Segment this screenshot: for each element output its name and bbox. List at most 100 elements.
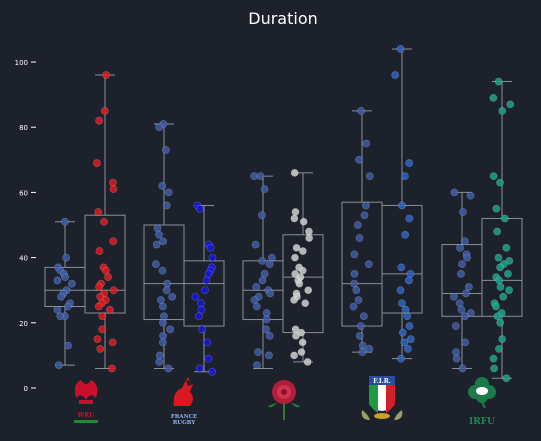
data-point <box>401 172 409 180</box>
data-point <box>457 305 466 314</box>
data-point <box>401 230 410 239</box>
rooster-icon <box>173 380 193 406</box>
group-france <box>143 120 225 376</box>
data-point <box>155 351 164 360</box>
box-right <box>282 168 324 366</box>
box-right <box>481 77 523 383</box>
rose-core-icon <box>281 389 287 395</box>
data-point <box>291 208 300 216</box>
data-point <box>358 348 367 357</box>
data-point <box>208 367 217 376</box>
data-point <box>54 361 63 370</box>
data-point <box>496 263 505 272</box>
data-point <box>396 45 405 53</box>
data-point <box>163 279 172 288</box>
data-point <box>195 364 204 373</box>
data-point <box>396 286 405 295</box>
data-point <box>452 348 460 357</box>
data-point <box>56 312 65 321</box>
italy-logo: F.I.R. <box>361 376 403 420</box>
data-point <box>406 269 415 278</box>
data-point <box>403 312 412 321</box>
data-point <box>398 201 406 210</box>
data-point <box>168 292 177 301</box>
data-point <box>201 286 209 295</box>
data-point <box>104 273 112 282</box>
data-point <box>297 328 306 337</box>
data-point <box>203 338 212 347</box>
data-point <box>301 299 310 308</box>
data-point <box>62 253 70 262</box>
data-point <box>355 155 363 164</box>
data-point <box>493 227 502 236</box>
data-point <box>504 269 512 278</box>
data-point <box>153 224 162 233</box>
data-point <box>305 227 313 236</box>
data-point <box>102 71 110 79</box>
shield-red-icon <box>386 385 395 413</box>
data-point <box>398 299 406 308</box>
group-england <box>242 168 324 370</box>
data-point <box>254 348 263 357</box>
data-point <box>93 335 102 343</box>
data-point <box>63 302 72 311</box>
data-point <box>291 269 300 278</box>
leaf-icon <box>290 402 300 408</box>
data-point <box>355 234 364 242</box>
leaf-icon <box>268 402 278 408</box>
data-point <box>500 214 509 223</box>
coronet-icon <box>79 400 93 404</box>
data-point <box>261 325 270 334</box>
data-point <box>208 253 217 262</box>
data-point <box>252 302 261 311</box>
data-point <box>98 325 107 334</box>
data-point <box>159 331 168 340</box>
data-point <box>298 338 307 347</box>
data-point <box>64 341 72 350</box>
data-point <box>506 100 515 109</box>
data-point <box>95 247 104 255</box>
data-point <box>456 243 464 252</box>
data-point <box>496 283 505 291</box>
italy-logo-text: F.I.R. <box>373 378 391 385</box>
data-point <box>355 331 364 340</box>
data-point <box>405 276 413 285</box>
rooster-comb-icon <box>186 377 190 381</box>
data-point <box>405 322 414 330</box>
data-point <box>155 358 164 366</box>
y-tick-label: 0 <box>24 385 28 393</box>
data-point <box>100 107 109 115</box>
data-point <box>295 279 304 288</box>
data-point <box>290 351 299 360</box>
data-point <box>98 312 107 321</box>
data-point <box>466 309 475 317</box>
ireland-logo: IRFU <box>468 377 496 427</box>
data-point <box>362 201 370 210</box>
data-point <box>159 338 167 347</box>
england-logo <box>268 380 300 420</box>
data-point <box>352 286 361 295</box>
y-tick-label: 60 <box>19 189 28 197</box>
shamrock-leaf-icon <box>475 377 489 391</box>
data-point <box>204 354 213 363</box>
data-point <box>260 185 269 194</box>
data-point <box>496 178 504 187</box>
data-point <box>291 253 299 262</box>
data-point <box>158 181 167 190</box>
box-groups <box>44 45 523 383</box>
data-point <box>197 305 206 314</box>
data-point <box>260 269 269 278</box>
data-point <box>365 172 374 180</box>
data-point <box>362 139 371 148</box>
data-point <box>359 312 368 321</box>
data-point <box>349 302 358 311</box>
data-point <box>262 309 271 317</box>
data-point <box>404 344 412 353</box>
data-point <box>109 286 118 295</box>
data-point <box>160 312 168 321</box>
data-point <box>495 344 503 353</box>
data-point <box>95 283 103 291</box>
